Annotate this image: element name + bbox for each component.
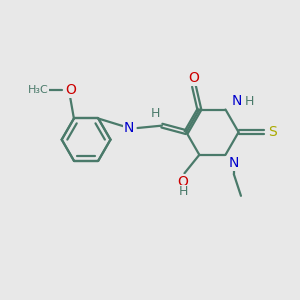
Text: O: O: [65, 83, 76, 97]
Text: H: H: [178, 185, 188, 198]
Text: S: S: [268, 125, 277, 139]
Text: N: N: [124, 121, 134, 135]
Text: H₃C: H₃C: [28, 85, 49, 95]
Text: N: N: [229, 156, 239, 170]
Text: H: H: [245, 95, 255, 108]
Text: H: H: [151, 106, 160, 120]
Text: O: O: [189, 71, 200, 85]
Text: N: N: [232, 94, 242, 108]
Text: O: O: [178, 175, 188, 189]
